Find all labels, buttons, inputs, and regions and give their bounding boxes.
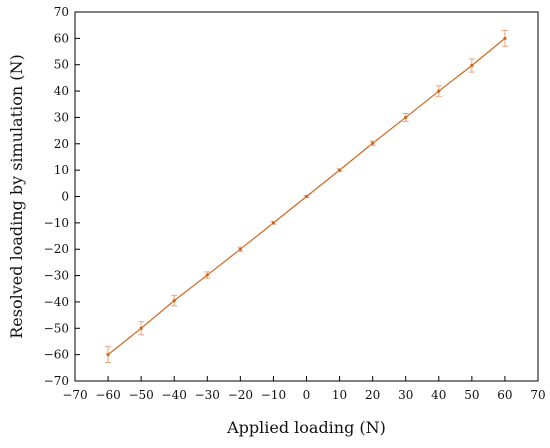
data-point (304, 194, 309, 199)
data-point (371, 141, 375, 145)
x-tick-label: −50 (128, 388, 153, 402)
y-tick-label: 10 (54, 163, 69, 177)
data-point-group (171, 294, 178, 307)
data-point-group (501, 29, 508, 47)
x-tick-label: 60 (497, 388, 512, 402)
x-axis-label: Applied loading (N) (226, 418, 386, 437)
x-tick-label: 10 (332, 388, 347, 402)
series-layer (105, 29, 508, 364)
x-tick-label: 50 (464, 388, 479, 402)
y-tick-label: −70 (44, 374, 69, 388)
y-tick-label: 40 (54, 84, 69, 98)
y-tick-label: −40 (44, 295, 69, 309)
data-point (337, 168, 342, 172)
x-tick-label: 20 (365, 388, 380, 402)
x-tick-label: −20 (228, 388, 253, 402)
x-tick-label: −10 (261, 388, 286, 402)
x-tick-label: −60 (95, 388, 120, 402)
y-tick-label: 30 (54, 110, 69, 124)
x-tick-label: −70 (62, 388, 87, 402)
data-point (271, 221, 276, 225)
x-tick-label: 40 (431, 388, 446, 402)
data-point (139, 326, 143, 330)
x-tick-label: 0 (303, 388, 311, 402)
data-point (106, 353, 110, 357)
data-point-group (105, 346, 112, 364)
x-tick-label: −40 (162, 388, 187, 402)
data-point-group (138, 321, 145, 336)
y-tick-label: −60 (44, 348, 69, 362)
data-point (238, 247, 242, 251)
data-point-group (468, 58, 475, 73)
data-point-group (402, 112, 409, 122)
y-tick-label: 0 (61, 190, 69, 204)
ticks: −70 −60 −50 −40 −30 −20 −10 0 10 20 30 40 50 60 70−70−… (44, 5, 546, 402)
data-point-group (204, 271, 211, 279)
y-tick-label: 70 (54, 5, 69, 19)
y-tick-label: −20 (44, 242, 69, 256)
data-point-group (237, 246, 244, 252)
data-point (470, 63, 474, 68)
data-point (503, 36, 507, 40)
x-tick-label: −30 (195, 388, 220, 402)
x-tick-label: 30 (398, 388, 413, 402)
data-point (437, 89, 441, 93)
data-point-group (369, 140, 376, 146)
y-tick-label: 20 (54, 137, 69, 151)
data-point-group (435, 85, 442, 97)
data-point (404, 115, 408, 120)
x-tick-label: 70 (530, 388, 545, 402)
data-point-group (336, 168, 343, 172)
y-tick-label: −30 (44, 269, 69, 283)
y-tick-label: −50 (44, 321, 69, 335)
y-tick-label: 60 (54, 31, 69, 45)
data-point (205, 273, 209, 277)
y-tick-label: 50 (54, 58, 69, 72)
data-point-group (303, 194, 310, 199)
y-tick-label: −10 (44, 216, 69, 230)
data-point-group (270, 221, 277, 225)
y-axis-label: Resolved loading by simulation (N) (7, 54, 26, 338)
data-point (172, 299, 176, 303)
